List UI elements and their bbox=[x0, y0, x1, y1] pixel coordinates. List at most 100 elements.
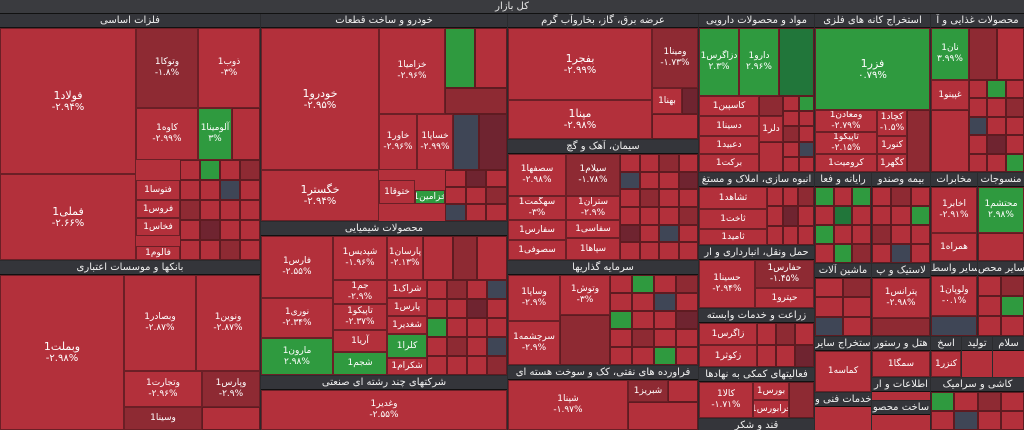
stock-tile-dsina[interactable]: دسینا1 bbox=[699, 116, 759, 136]
sector-hotel[interactable]: هتل و رستور سمگا1 bbox=[872, 337, 930, 377]
stock-tile-zkoosar[interactable]: زکوثر1 bbox=[699, 345, 757, 367]
stock-tile-akhabar[interactable]: اخابر1 -۲.۹۱% bbox=[931, 187, 977, 233]
sector-realestate[interactable]: انبوه سازی، املاک و مستغ ثشاهد1 ثاخت1 ثا… bbox=[699, 173, 814, 245]
stock-tile-gheynoo[interactable]: غپینو1 bbox=[931, 80, 969, 110]
stock-tile-vamina[interactable]: ومینا1 -۱.۷۳% bbox=[652, 28, 698, 88]
stock-tile-vbmellat[interactable]: وبملت1 -۲.۹۸% bbox=[0, 275, 124, 430]
stock-tile-small[interactable] bbox=[759, 142, 783, 172]
sector-other-mine[interactable]: استخراج سایر کماسه1 bbox=[815, 337, 871, 392]
stock-tile-khezamia[interactable]: خزامیا1 -۲.۹۶% bbox=[379, 28, 445, 114]
stock-tile-dalar[interactable]: دلر1 bbox=[759, 116, 783, 142]
stock-tile-small[interactable] bbox=[969, 28, 997, 80]
sector-insurance[interactable]: بیمه وصندو bbox=[872, 173, 930, 263]
stock-tile-small[interactable] bbox=[202, 407, 260, 430]
sector-telecom[interactable]: مخابرات اخابر1 -۲.۹۱% همراه1 bbox=[931, 173, 977, 261]
stock-tile-noori[interactable]: نوری1 -۲.۳۴% bbox=[261, 298, 333, 338]
sector-utility[interactable]: عرضه برق، گاز، بخاروآب گرم بفجر1 -۲.۹۹% م… bbox=[508, 14, 698, 139]
stock-tile-farabi[interactable]: فرابورس1 bbox=[753, 400, 789, 418]
sector-refinery[interactable]: فراورده های نفتی، کک و سوخت هسته ای شپنا… bbox=[508, 366, 698, 430]
stock-tile-kamase[interactable]: کماسه1 bbox=[815, 351, 871, 392]
stock-tile-smaga[interactable]: سمگا1 bbox=[872, 351, 930, 377]
stock-tile-shbriz[interactable]: شبریز1 bbox=[628, 380, 668, 402]
stock-tile-kave[interactable]: کاوه1 -۲.۹۹% bbox=[136, 108, 198, 160]
sector-metals[interactable]: فلزات اساسی فولاد1 -۲.۹۴% فملی1 -۲.۶۶% وتو… bbox=[0, 14, 260, 260]
stock-tile-tshahed[interactable]: ثشاهد1 bbox=[699, 187, 767, 209]
stock-tile-small[interactable] bbox=[475, 28, 507, 88]
stock-tile-mapna[interactable]: مپنا1 -۲.۹۸% bbox=[508, 100, 652, 139]
stock-tile-small[interactable] bbox=[453, 114, 479, 170]
stock-tile-vghadir[interactable]: وغدیر1 -۲.۵۵% bbox=[261, 390, 507, 430]
stock-tile-khtoghaz[interactable]: ختوقا1 bbox=[379, 180, 415, 204]
stock-tile-mhtasham[interactable]: محتشم1 ۲.۹۸% bbox=[978, 187, 1024, 233]
stock-tile-nan[interactable]: نان1 ۳.۹۹% bbox=[931, 28, 969, 80]
sector-info[interactable]: اطلاعات و ار bbox=[872, 378, 930, 400]
stock-tile-tapico2[interactable]: تاپیکو1 -۲.۳۷% bbox=[333, 304, 387, 330]
stock-tile-seylam[interactable]: سیلام1 -۱.۷۸% bbox=[566, 154, 620, 196]
stock-tile-bafjar[interactable]: بفجر1 -۲.۹۹% bbox=[508, 28, 652, 100]
stock-tile-small[interactable] bbox=[652, 114, 698, 139]
sector-sakht[interactable]: ساخت محصو bbox=[872, 401, 930, 430]
stock-tile-dzahravi[interactable]: دزاگرس1 ۲.۳% bbox=[699, 28, 739, 96]
stock-tile-kaspian[interactable]: کاسپین1 bbox=[699, 96, 759, 116]
stock-tile-small[interactable] bbox=[682, 88, 698, 114]
sector-tolid[interactable]: تولید bbox=[962, 337, 992, 377]
sector-agri[interactable]: زراعت و خدمات وابسته زاگرس1 زکوثر1 bbox=[699, 309, 814, 367]
stock-tile-small[interactable] bbox=[907, 110, 930, 172]
stock-tile-shrak[interactable]: شراک1 bbox=[387, 280, 427, 298]
stock-tile-small[interactable] bbox=[479, 114, 507, 170]
sector-ashkad[interactable]: اسخ کنزر1 bbox=[931, 337, 961, 377]
stock-tile-vsina[interactable]: وسینا1 bbox=[124, 407, 202, 430]
stock-tile-sfaha[interactable]: سصفها1 -۲.۹۸% bbox=[508, 154, 566, 196]
stock-tile-taamid[interactable]: ثامید1 bbox=[699, 229, 767, 245]
stock-tile-khavar[interactable]: خاور1 -۲.۹۶% bbox=[379, 114, 417, 170]
stock-tile-small[interactable] bbox=[628, 402, 698, 430]
stock-tile-vloupan[interactable]: ولوپان1 -۰.۱% bbox=[931, 276, 977, 316]
stock-tile-vtejarat[interactable]: وتجارت1 -۲.۹۶% bbox=[124, 371, 202, 407]
stock-tile-small[interactable] bbox=[560, 315, 610, 365]
stock-tile-tapico[interactable]: تاپیکو1 -۲.۱۵% bbox=[815, 132, 877, 154]
sector-computer[interactable]: رایانه و فعا bbox=[815, 173, 871, 263]
sector-machinery[interactable]: ماشین آلات bbox=[815, 264, 871, 336]
stock-tile-small[interactable] bbox=[445, 88, 507, 114]
sector-banks[interactable]: بانکها و موسسات اعتباری وبملت1 -۲.۹۸% وبص… bbox=[0, 261, 260, 430]
stock-tile-small[interactable] bbox=[668, 380, 698, 402]
sector-other-min[interactable]: سایر واسط ولوپان1 -۰.۱% bbox=[931, 262, 977, 336]
stock-tile-jam[interactable]: جم1 -۲.۹% bbox=[333, 280, 387, 304]
sector-other-prod[interactable]: سایر محص bbox=[978, 262, 1024, 336]
stock-tile-pars[interactable]: پارس1 bbox=[387, 298, 427, 316]
stock-tile-maroun[interactable]: مارون1 ۲.۹۸% bbox=[261, 338, 333, 375]
stock-tile-aluminia[interactable]: آلومینا1 ۳% bbox=[198, 108, 232, 160]
stock-tile-vatooka[interactable]: وتوکا1 -۱.۸% bbox=[136, 28, 198, 108]
sector-drinks[interactable]: منسوجات محتشم1 ۲.۹۸% bbox=[978, 173, 1024, 261]
stock-tile-kgohar[interactable]: کگهر1 bbox=[877, 154, 907, 172]
sector-holding[interactable]: شرکتهای چند رشته ای صنعتی وغدیر1 -۲.۵۵% bbox=[261, 376, 507, 430]
stock-tile-shajam[interactable]: شجم1 bbox=[333, 352, 387, 375]
stock-tile-hamrah[interactable]: همراه1 bbox=[931, 233, 977, 261]
stock-tile-hafars[interactable]: حفارس1 -۱.۴۵% bbox=[755, 260, 814, 288]
stock-tile-vsapa[interactable]: وساپا1 -۲.۹% bbox=[508, 275, 560, 321]
stock-tile-zob[interactable]: ذوب1 -۳% bbox=[198, 28, 260, 108]
stock-tile-khsapa[interactable]: خساپا1 -۲.۹۹% bbox=[417, 114, 453, 170]
stock-tile-vbsadr[interactable]: وبصادر1 -۲.۸۷% bbox=[124, 275, 196, 371]
stock-tile-small[interactable] bbox=[453, 236, 477, 280]
stock-tile-foolad[interactable]: فولاد1 -۲.۹۴% bbox=[0, 28, 136, 174]
stock-tile-taat[interactable]: ثاخت1 bbox=[699, 209, 767, 229]
sector-mining[interactable]: استخراج کانه های فلزی فزر1 ۰.۷۹% ومعادن1-… bbox=[815, 14, 930, 172]
stock-tile-small[interactable] bbox=[789, 382, 814, 418]
sector-rubber[interactable]: لاستیک و پ پترانس1 -۲.۹۸% bbox=[872, 264, 930, 336]
stock-tile-small[interactable] bbox=[997, 28, 1024, 80]
stock-tile-fazar[interactable]: فزر1 ۰.۷۹% bbox=[815, 28, 930, 110]
sector-credit[interactable]: فعالیتهای کمکی به نهادها کالا1 -۱.۷۱% بور… bbox=[699, 368, 814, 418]
stock-tile-small[interactable] bbox=[872, 318, 930, 336]
stock-tile-small[interactable] bbox=[477, 236, 507, 280]
stock-tile-khgostar[interactable]: خگستر1 -۲.۹۴% bbox=[261, 170, 379, 221]
stock-tile-zagros[interactable]: زاگرس1 bbox=[699, 323, 757, 345]
stock-tile-shkram[interactable]: شکرام1 bbox=[387, 358, 427, 375]
stock-tile-vsarcheshme[interactable]: سرچشمه1 -۲.۹% bbox=[508, 321, 560, 365]
stock-tile-sfarus[interactable]: سفارس1 bbox=[508, 220, 566, 240]
stock-tile-vamaadan[interactable]: ومعادن1 -۲.۷۹% bbox=[815, 110, 877, 132]
stock-tile-ptaransa[interactable]: پترانس1 -۲.۹۸% bbox=[872, 278, 930, 318]
sector-invest[interactable]: سرمایه گذاریها وساپا1 -۲.۹% وتوش1 -۳% سرچش… bbox=[508, 261, 698, 365]
stock-tile-shepna[interactable]: شپنا1 -۱.۹۷% bbox=[508, 380, 628, 430]
stock-tile-small[interactable] bbox=[931, 316, 977, 336]
